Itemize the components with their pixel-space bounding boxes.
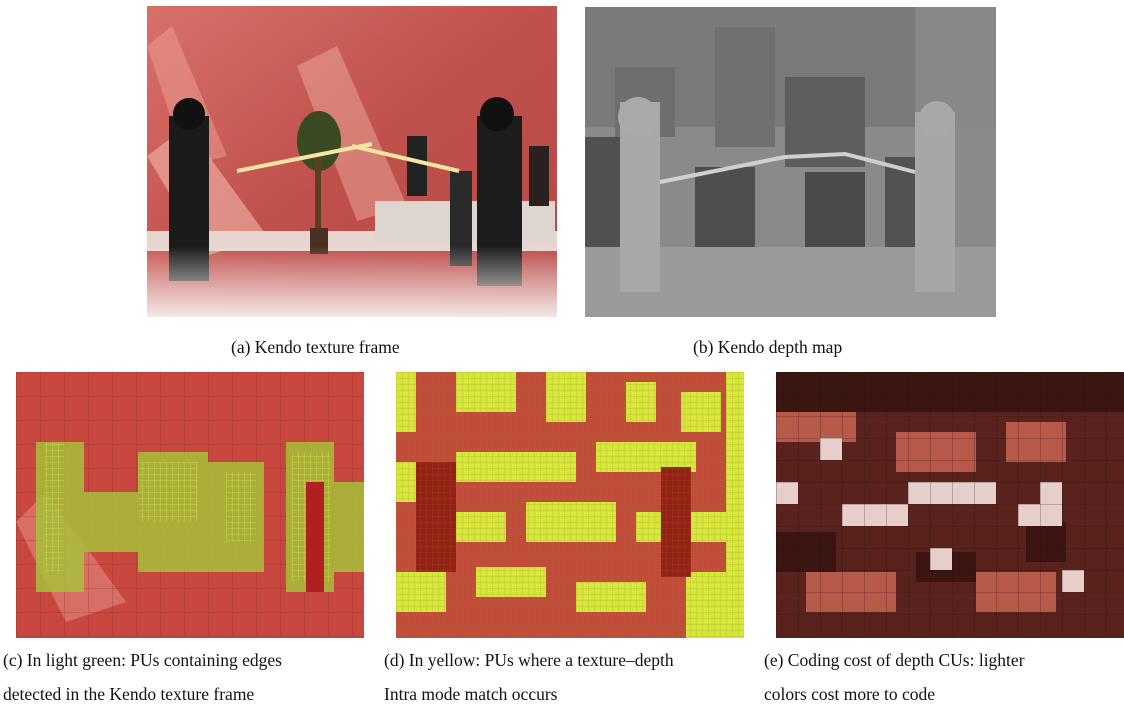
coding-cost-map-image [776, 372, 1124, 638]
caption-d-line1: (d) In yellow: PUs where a texture–depth [384, 650, 674, 670]
caption-a: (a) Kendo texture frame [231, 337, 400, 357]
subfigure-c-edge-pus [16, 372, 364, 638]
caption-e-line1: (e) Coding cost of depth CUs: lighter [764, 650, 1025, 670]
caption-e-line2: colors cost more to code [764, 684, 936, 704]
caption-b: (b) Kendo depth map [693, 337, 843, 357]
subfigure-d-intra-match-pus [396, 372, 744, 638]
kendo-texture-image [147, 6, 557, 317]
caption-c-line2: detected in the Kendo texture frame [3, 684, 255, 704]
kendo-depth-image [585, 7, 996, 317]
subfigure-a-texture-frame [147, 6, 557, 317]
subfigure-e-coding-cost [776, 372, 1124, 638]
subfigure-b-depth-map [585, 7, 996, 317]
caption-c-line1: (c) In light green: PUs containing edges [3, 650, 282, 670]
intra-match-overlay-image [396, 372, 744, 638]
edge-pu-overlay-image [16, 372, 364, 638]
caption-d-line2: Intra mode match occurs [384, 684, 558, 704]
